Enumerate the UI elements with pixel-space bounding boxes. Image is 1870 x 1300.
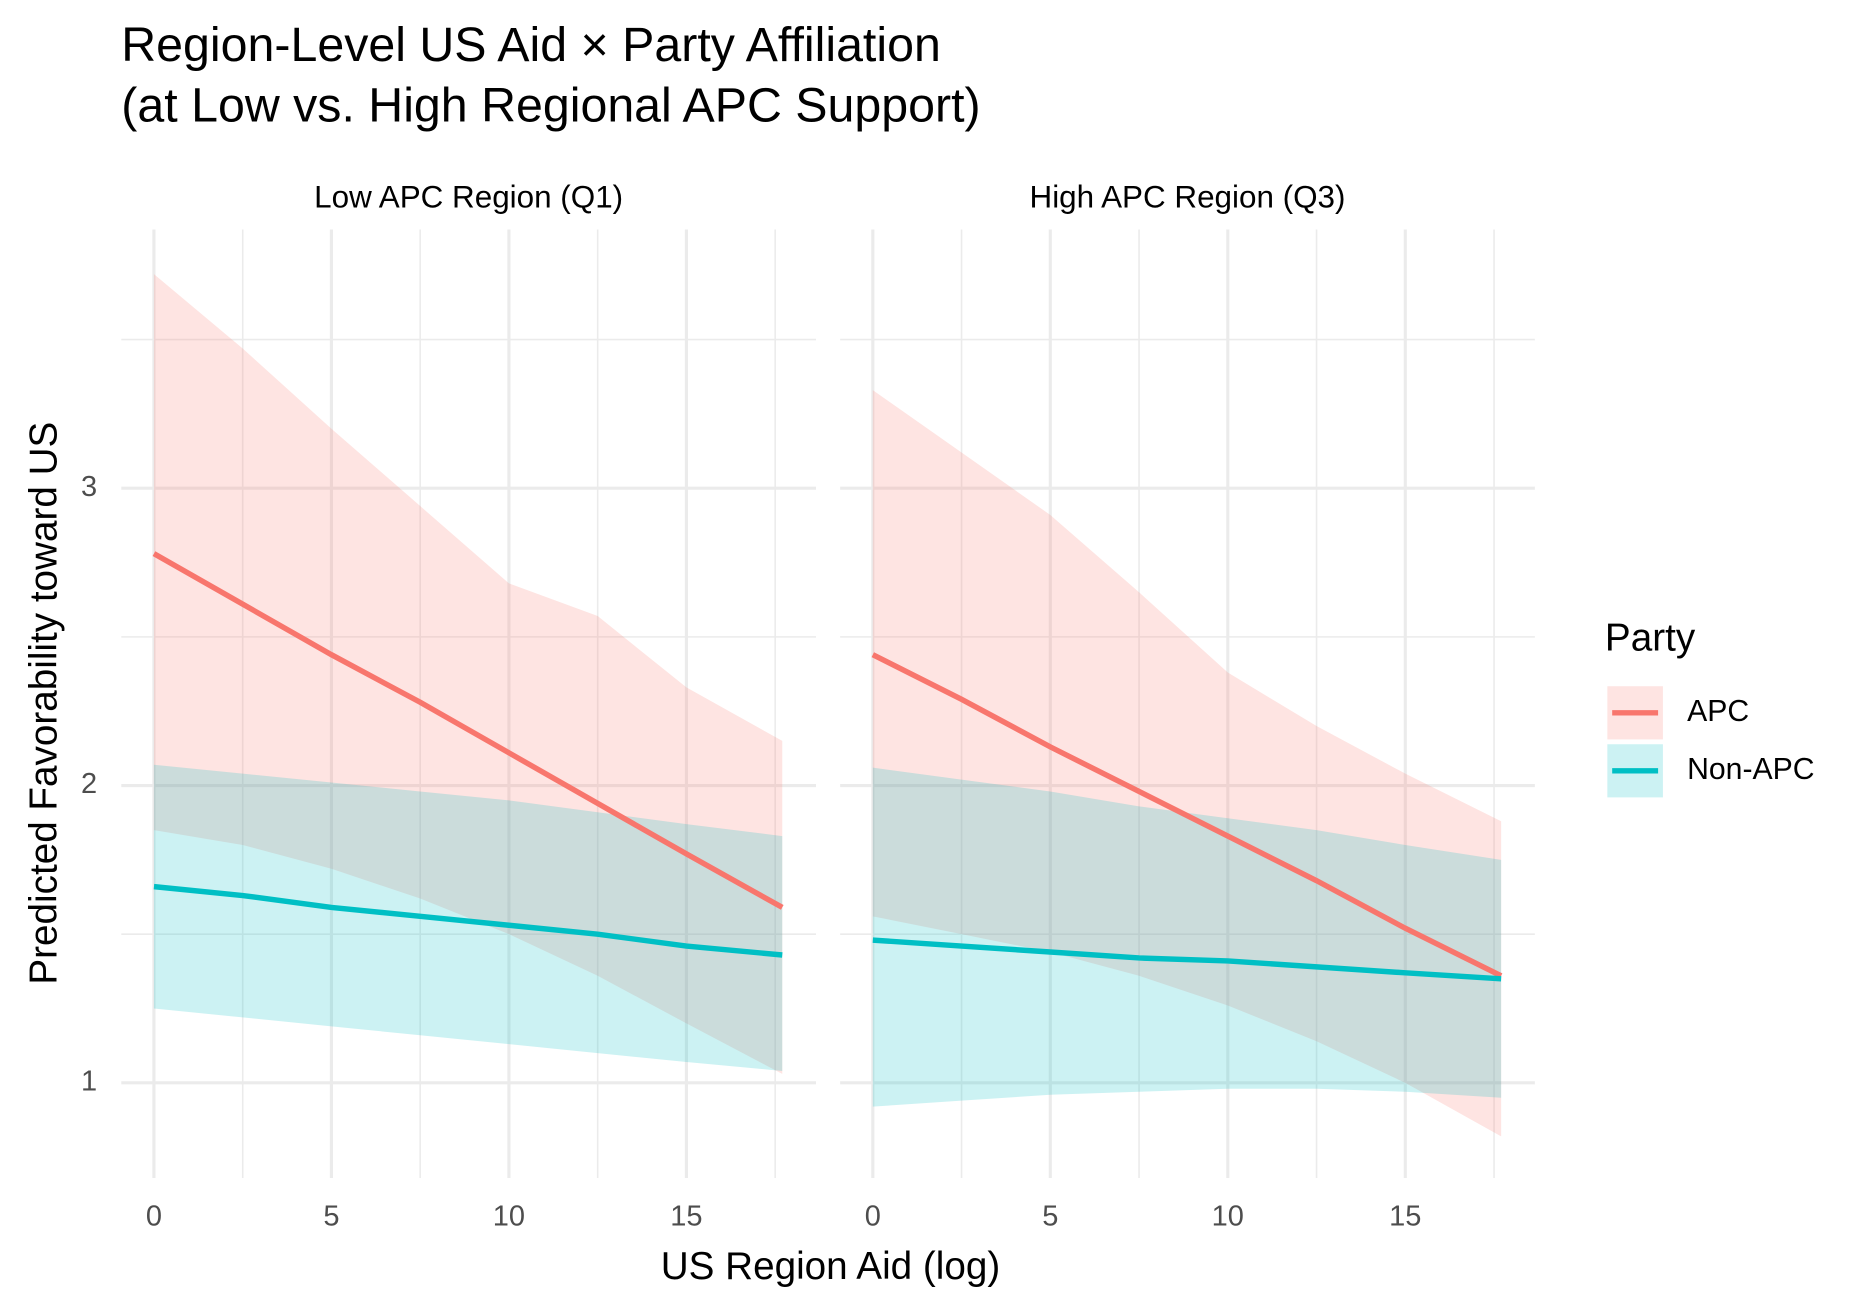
- x-tick-label: 10: [1212, 1201, 1244, 1233]
- chart-title: Region-Level US Aid × Party Affiliation: [121, 18, 941, 72]
- x-tick-label: 0: [865, 1201, 881, 1233]
- y-tick-label: 2: [81, 768, 97, 800]
- series-line: [872, 937, 1502, 982]
- series-line: [871, 652, 1503, 979]
- x-tick-label: 5: [1042, 1201, 1058, 1233]
- y-axis-label: Predicted Favorability toward US: [23, 422, 66, 985]
- y-tick-label: 3: [81, 471, 97, 503]
- legend-title: Party: [1605, 617, 1696, 660]
- series-line: [152, 551, 784, 910]
- y-tick-label: 1: [81, 1065, 97, 1097]
- x-tick-label: 5: [323, 1201, 339, 1233]
- series-line: [153, 883, 783, 958]
- x-axis-label: US Region Aid (log): [661, 1245, 1000, 1288]
- legend-label: Non-APC: [1687, 753, 1815, 786]
- confidence-band: [153, 764, 783, 1071]
- x-tick-label: 15: [1389, 1201, 1421, 1233]
- confidence-band: [872, 767, 1502, 1107]
- confidence-band: [153, 274, 783, 1074]
- confidence-band: [872, 390, 1502, 1137]
- chart-title: (at Low vs. High Regional APC Support): [121, 79, 980, 133]
- x-tick-label: 10: [493, 1201, 525, 1233]
- x-tick-label: 15: [670, 1201, 702, 1233]
- x-tick-label: 0: [146, 1201, 162, 1233]
- facet-title: Low APC Region (Q1): [314, 180, 623, 215]
- facet-title: High APC Region (Q3): [1030, 180, 1346, 215]
- legend-label: APC: [1687, 695, 1749, 728]
